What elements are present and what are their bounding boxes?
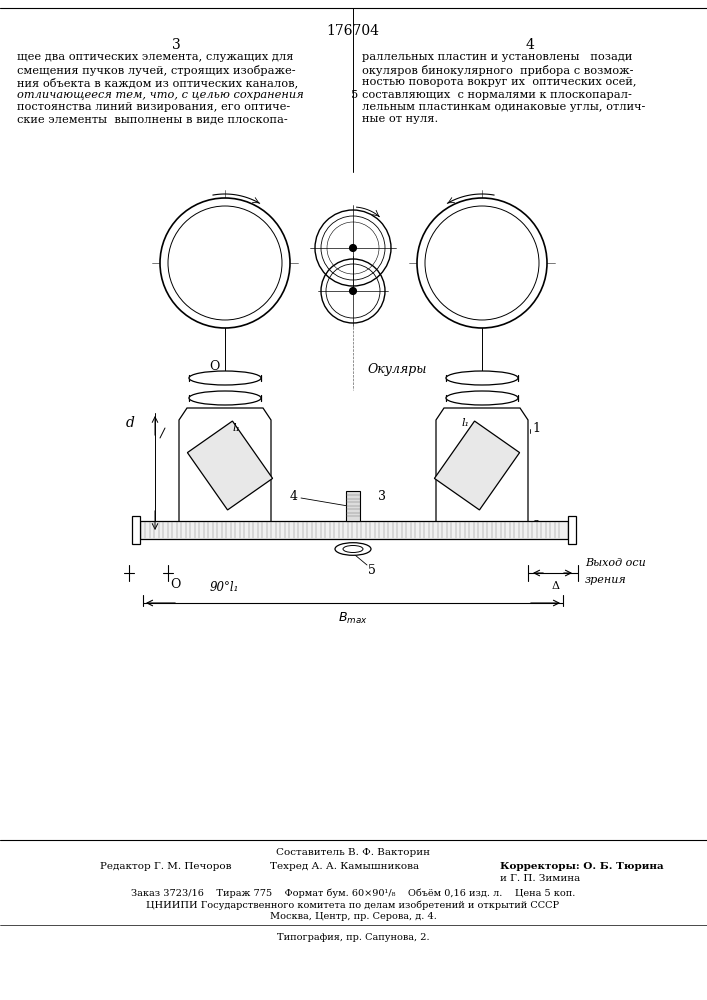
Text: лельным пластинкам одинаковые углы, отлич-: лельным пластинкам одинаковые углы, отли… — [362, 102, 645, 112]
Text: щее два оптических элемента, служащих для: щее два оптических элемента, служащих дл… — [17, 52, 293, 62]
Ellipse shape — [335, 543, 371, 555]
Polygon shape — [140, 521, 568, 539]
Text: l₁: l₁ — [462, 418, 470, 428]
Text: Редактор Г. М. Печоров: Редактор Г. М. Печоров — [100, 862, 231, 871]
Circle shape — [349, 288, 356, 294]
Polygon shape — [434, 421, 520, 510]
Text: 176704: 176704 — [327, 24, 380, 38]
Circle shape — [349, 244, 356, 251]
Text: 4: 4 — [290, 489, 298, 502]
Text: Техред А. А. Камышникова: Техред А. А. Камышникова — [270, 862, 419, 871]
Ellipse shape — [446, 391, 518, 405]
Text: постоянства линий визирования, его оптиче-: постоянства линий визирования, его оптич… — [17, 102, 291, 112]
Text: O: O — [170, 578, 180, 591]
Text: отличающееся тем, что, с целью сохранения: отличающееся тем, что, с целью сохранени… — [17, 90, 304, 100]
Text: окуляров бинокулярного  прибора с возмож-: окуляров бинокулярного прибора с возмож- — [362, 64, 633, 76]
Ellipse shape — [189, 371, 261, 385]
Text: 5: 5 — [351, 90, 358, 100]
Text: ЦНИИПИ Государственного комитета по делам изобретений и открытий СССР: ЦНИИПИ Государственного комитета по дела… — [146, 900, 559, 910]
Text: и Г. П. Зимина: и Г. П. Зимина — [500, 874, 580, 883]
Text: 5: 5 — [368, 564, 376, 577]
Text: $B_{max}$: $B_{max}$ — [338, 611, 368, 626]
Polygon shape — [132, 516, 140, 544]
Text: зрения: зрения — [585, 575, 626, 585]
Circle shape — [160, 198, 290, 328]
Ellipse shape — [446, 371, 518, 385]
Text: раллельных пластин и установлены   позади: раллельных пластин и установлены позади — [362, 52, 632, 62]
Text: Корректоры: О. Б. Тюрина: Корректоры: О. Б. Тюрина — [500, 862, 664, 871]
Text: ные от нуля.: ные от нуля. — [362, 114, 438, 124]
Text: ностью поворота вокруг их  оптических осей,: ностью поворота вокруг их оптических осе… — [362, 77, 636, 87]
Text: Составитель В. Ф. Вакторин: Составитель В. Ф. Вакторин — [276, 848, 430, 857]
Text: 3: 3 — [172, 38, 180, 52]
Text: ния объекта в каждом из оптических каналов,: ния объекта в каждом из оптических канал… — [17, 77, 298, 88]
Polygon shape — [568, 516, 576, 544]
Text: Заказ 3723/16    Тираж 775    Формат бум. 60×90¹/₈    Объём 0,16 изд. л.    Цена: Заказ 3723/16 Тираж 775 Формат бум. 60×9… — [131, 888, 575, 898]
Polygon shape — [346, 491, 360, 521]
Ellipse shape — [189, 391, 261, 405]
Text: 1: 1 — [532, 422, 540, 434]
Text: Δ: Δ — [551, 581, 559, 591]
Text: 2: 2 — [532, 520, 540, 532]
Text: составляющих  с нормалями к плоскопарал-: составляющих с нормалями к плоскопарал- — [362, 90, 632, 100]
Text: Окуляры: Окуляры — [368, 363, 427, 376]
Text: d: d — [126, 416, 135, 430]
Circle shape — [417, 198, 547, 328]
Text: l₁: l₁ — [233, 423, 241, 433]
Text: O: O — [209, 360, 220, 372]
Text: ские элементы  выполнены в виде плоскопа-: ские элементы выполнены в виде плоскопа- — [17, 114, 288, 124]
Polygon shape — [187, 421, 273, 510]
Text: 3: 3 — [378, 489, 386, 502]
Text: 4: 4 — [525, 38, 534, 52]
Text: Типография, пр. Сапунова, 2.: Типография, пр. Сапунова, 2. — [276, 933, 429, 942]
Text: Москва, Центр, пр. Серова, д. 4.: Москва, Центр, пр. Серова, д. 4. — [269, 912, 436, 921]
Text: 90°l₁: 90°l₁ — [210, 581, 240, 594]
Ellipse shape — [343, 546, 363, 552]
Text: Выход оси: Выход оси — [585, 558, 645, 568]
Text: смещения пучков лучей, строящих изображе-: смещения пучков лучей, строящих изображе… — [17, 64, 296, 76]
